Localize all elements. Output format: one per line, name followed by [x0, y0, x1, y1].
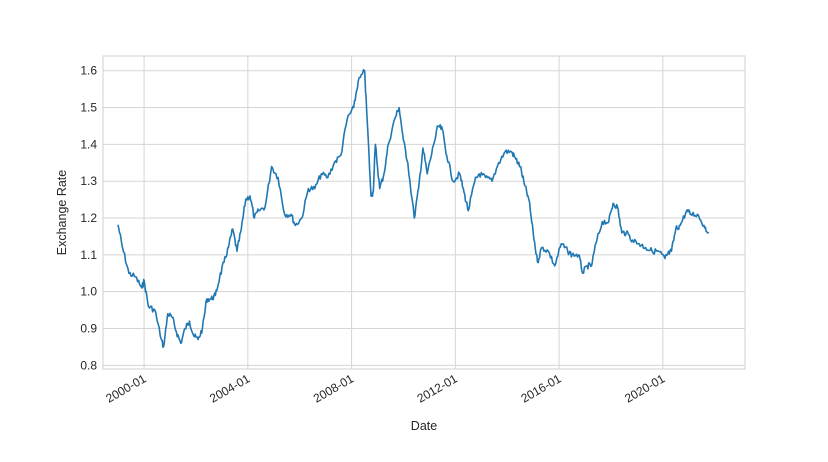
y-tick-label: 1.6 [80, 64, 97, 78]
y-tick-label: 1.4 [80, 137, 97, 151]
x-tick-label: 2008-01 [311, 371, 356, 405]
y-gridlines [103, 70, 745, 366]
y-tick-label: 0.9 [80, 321, 97, 335]
x-axis-label: Date [411, 419, 437, 433]
x-gridlines [143, 56, 664, 369]
y-tick-label: 0.8 [80, 358, 97, 372]
y-tick-label: 1.3 [80, 174, 97, 188]
x-tick-labels: 2000-01 2004-01 2008-01 2012-01 2016-01 2020-… [103, 371, 667, 405]
x-tick-label: 2012-01 [415, 371, 460, 405]
y-tick-label: 1.0 [80, 285, 97, 299]
x-tick-label: 2004-01 [207, 371, 252, 405]
plot-frame [102, 55, 746, 370]
y-tick-labels: 0.8 0.9 1.0 1.1 1.2 1.3 1.4 1.5 1.6 [80, 64, 97, 373]
x-tick-label: 2020-01 [622, 371, 667, 405]
x-tick-label: 2016-01 [518, 371, 563, 405]
y-axis-label: Exchange Rate [55, 170, 69, 256]
x-tick-label: 2000-01 [103, 371, 148, 405]
y-tick-label: 1.1 [80, 248, 97, 262]
y-tick-label: 1.5 [80, 101, 97, 115]
y-tick-label: 1.2 [80, 211, 97, 225]
exchange-rate-line [117, 69, 710, 348]
